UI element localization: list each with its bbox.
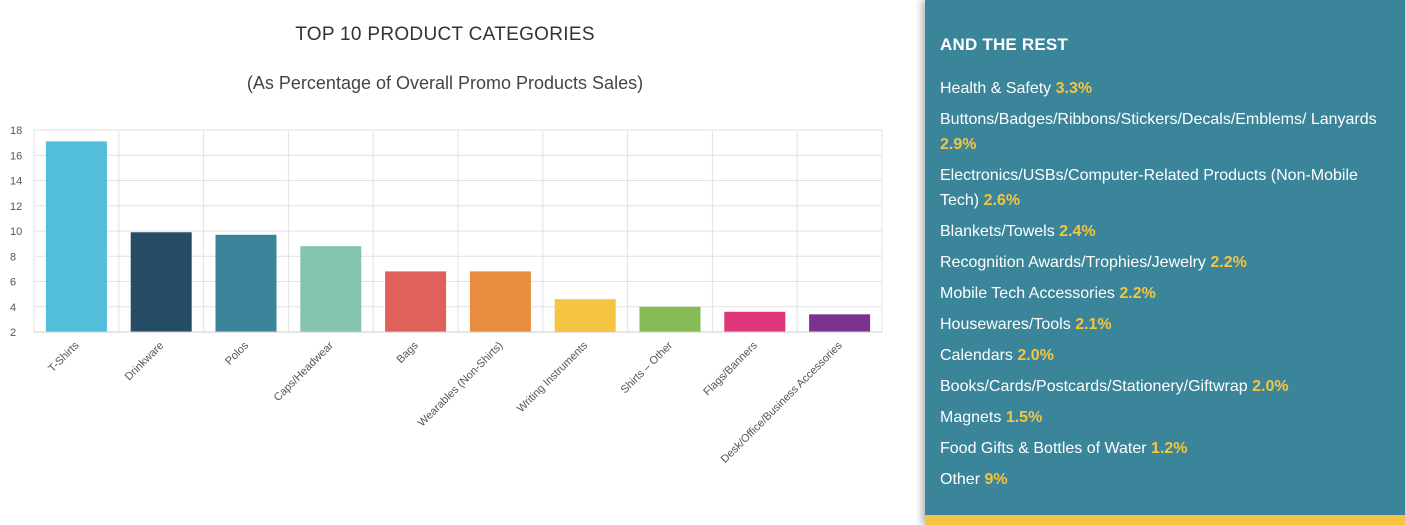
rest-item-value: 9% bbox=[984, 471, 1008, 488]
bar-chart: 2 4 6 8 10 12 14 16 18 T-Shirts Drinkware Polos Caps… bbox=[10, 125, 883, 466]
bar-5 bbox=[469, 271, 531, 332]
bar-0 bbox=[45, 141, 107, 332]
x-tick-label: Drinkware bbox=[123, 340, 166, 383]
panel-heading: AND THE REST bbox=[940, 35, 1069, 54]
y-tick-label: 6 bbox=[10, 277, 16, 289]
rest-item: Housewares/Tools 2.1% bbox=[940, 312, 1380, 337]
chart-title: TOP 10 PRODUCT CATEGORIES bbox=[295, 24, 595, 45]
rest-item-label: Health & Safety bbox=[940, 80, 1052, 97]
x-tick-label: Bags bbox=[395, 339, 422, 366]
rest-item: Health & Safety 3.3% bbox=[940, 76, 1380, 101]
bar-1 bbox=[130, 232, 192, 332]
y-tick-label: 18 bbox=[10, 125, 22, 137]
rest-item-label: Other bbox=[940, 471, 981, 488]
rest-item-label: Blankets/Towels bbox=[940, 223, 1055, 240]
x-tick-label: Wearables (Non-Shirts) bbox=[416, 340, 506, 430]
bar-8 bbox=[724, 311, 786, 332]
bar-6 bbox=[554, 299, 616, 332]
rest-item-value: 2.9% bbox=[940, 136, 977, 153]
bar-9 bbox=[809, 314, 871, 332]
y-tick-label: 8 bbox=[10, 251, 16, 263]
rest-item: Other 9% bbox=[940, 467, 1380, 492]
rest-item: Electronics/USBs/Computer-Related Produc… bbox=[940, 163, 1380, 213]
rest-item: Blankets/Towels 2.4% bbox=[940, 219, 1380, 244]
x-tick-label: Flags/Banners bbox=[701, 339, 760, 398]
y-tick-label: 4 bbox=[10, 302, 16, 314]
rest-item-label: Electronics/USBs/Computer-Related Produc… bbox=[940, 167, 1358, 209]
y-tick-label: 16 bbox=[10, 150, 22, 162]
bar-3 bbox=[300, 246, 362, 332]
rest-item-label: Magnets bbox=[940, 409, 1002, 426]
rest-item-label: Buttons/Badges/Ribbons/Stickers/Decals/E… bbox=[940, 111, 1377, 128]
chart-area: TOP 10 PRODUCT CATEGORIES (As Percentage… bbox=[10, 24, 883, 466]
rest-item-value: 1.2% bbox=[1151, 440, 1188, 457]
x-tick-label: Caps/Headwear bbox=[272, 339, 336, 403]
x-tick-label: Writing Instruments bbox=[515, 339, 591, 415]
rest-item: Food Gifts & Bottles of Water 1.2% bbox=[940, 436, 1380, 461]
rest-item: Buttons/Badges/Ribbons/Stickers/Decals/E… bbox=[940, 107, 1380, 157]
bar-7 bbox=[639, 306, 701, 332]
y-tick-label: 10 bbox=[10, 226, 22, 238]
bar-2 bbox=[215, 234, 277, 332]
rest-item-value: 2.2% bbox=[1210, 254, 1247, 271]
x-tick-label: T-Shirts bbox=[46, 339, 82, 375]
rest-list: Health & Safety 3.3% Buttons/Badges/Ribbo… bbox=[940, 76, 1380, 498]
rest-item-value: 2.1% bbox=[1075, 316, 1112, 333]
y-tick-label: 14 bbox=[10, 176, 22, 188]
x-tick-label: Polos bbox=[223, 339, 251, 367]
rest-item-label: Books/Cards/Postcards/Stationery/Giftwra… bbox=[940, 378, 1248, 395]
rest-item-value: 3.3% bbox=[1055, 80, 1093, 97]
rest-item: Mobile Tech Accessories 2.2% bbox=[940, 281, 1380, 306]
rest-item: Books/Cards/Postcards/Stationery/Giftwra… bbox=[940, 374, 1380, 399]
rest-item-label: Food Gifts & Bottles of Water bbox=[940, 440, 1147, 457]
bar-4 bbox=[385, 271, 447, 332]
rest-item: Magnets 1.5% bbox=[940, 405, 1380, 430]
rest-item: Recognition Awards/Trophies/Jewelry 2.2% bbox=[940, 250, 1380, 275]
chart-subtitle: (As Percentage of Overall Promo Products… bbox=[246, 73, 644, 93]
x-tick-label: Shirts – Other bbox=[619, 339, 676, 396]
rest-item-label: Calendars bbox=[940, 347, 1013, 364]
rest-item-value: 2.0% bbox=[1017, 347, 1054, 364]
y-tick-label: 2 bbox=[10, 327, 16, 339]
rest-item-value: 2.0% bbox=[1252, 378, 1289, 395]
y-tick-label: 12 bbox=[10, 201, 22, 213]
rest-item-value: 2.2% bbox=[1119, 285, 1156, 302]
rest-item-value: 2.4% bbox=[1059, 223, 1096, 240]
rest-panel: AND THE REST Health & Safety 3.3% Buttons… bbox=[925, 0, 1405, 525]
rest-item-label: Recognition Awards/Trophies/Jewelry bbox=[940, 254, 1206, 271]
panel-accent-bar bbox=[925, 515, 1405, 525]
rest-item: Calendars 2.0% bbox=[940, 343, 1380, 368]
rest-item-value: 1.5% bbox=[1005, 409, 1043, 426]
rest-item-label: Housewares/Tools bbox=[940, 316, 1071, 333]
rest-item-value: 2.6% bbox=[983, 192, 1021, 209]
rest-item-label: Mobile Tech Accessories bbox=[940, 285, 1115, 302]
